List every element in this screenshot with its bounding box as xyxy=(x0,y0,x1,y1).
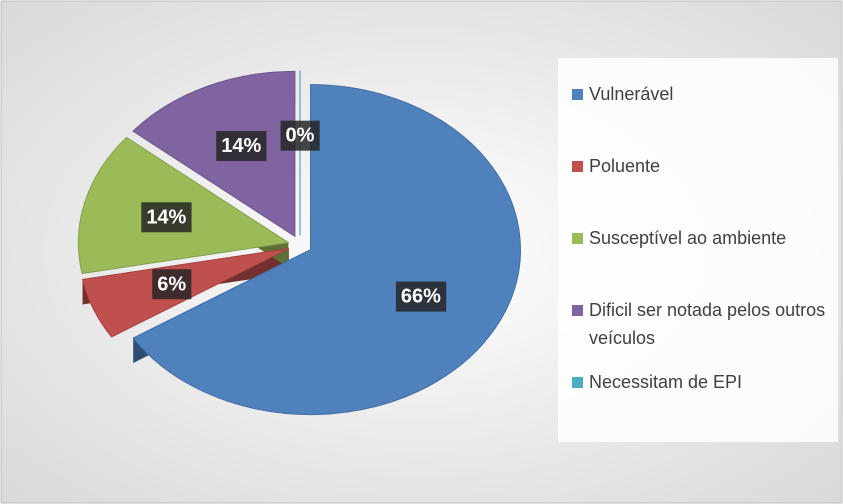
legend-label: Necessitam de EPI xyxy=(589,372,743,392)
data-label: 66% xyxy=(401,286,441,308)
data-label-background xyxy=(152,269,192,300)
data-label-background xyxy=(395,281,447,312)
data-label: 6% xyxy=(157,273,186,295)
legend-item: Poluente xyxy=(572,152,834,180)
data-label-background xyxy=(216,131,267,162)
data-label: 14% xyxy=(146,206,186,228)
legend-swatch xyxy=(572,233,583,244)
slice xyxy=(132,84,521,416)
legend-label: Vulnerável xyxy=(589,84,674,104)
data-label-background xyxy=(280,120,320,151)
data-label: 0% xyxy=(286,125,315,147)
legend-swatch xyxy=(572,161,583,172)
slice xyxy=(132,70,296,238)
legend-swatch xyxy=(572,377,583,388)
legend-background xyxy=(558,58,838,442)
legend-item: Susceptível ao ambiente xyxy=(572,224,834,252)
legend-label: Dificil ser notada pelos outros veículos xyxy=(589,300,826,348)
legend-swatch xyxy=(572,305,583,316)
legend-item: Necessitam de EPI xyxy=(572,368,834,396)
legend-swatch xyxy=(572,89,583,100)
data-label: 14% xyxy=(221,135,261,157)
data-label-background xyxy=(141,202,192,233)
legend-label: Susceptível ao ambiente xyxy=(589,228,787,248)
legend: Vulnerável Poluente Susceptível ao ambient… xyxy=(572,80,834,396)
legend-label: Poluente xyxy=(589,156,661,176)
legend-item: Vulnerável xyxy=(572,80,834,108)
legend-item: Dificil ser notada pelos outros veículos xyxy=(572,296,834,352)
